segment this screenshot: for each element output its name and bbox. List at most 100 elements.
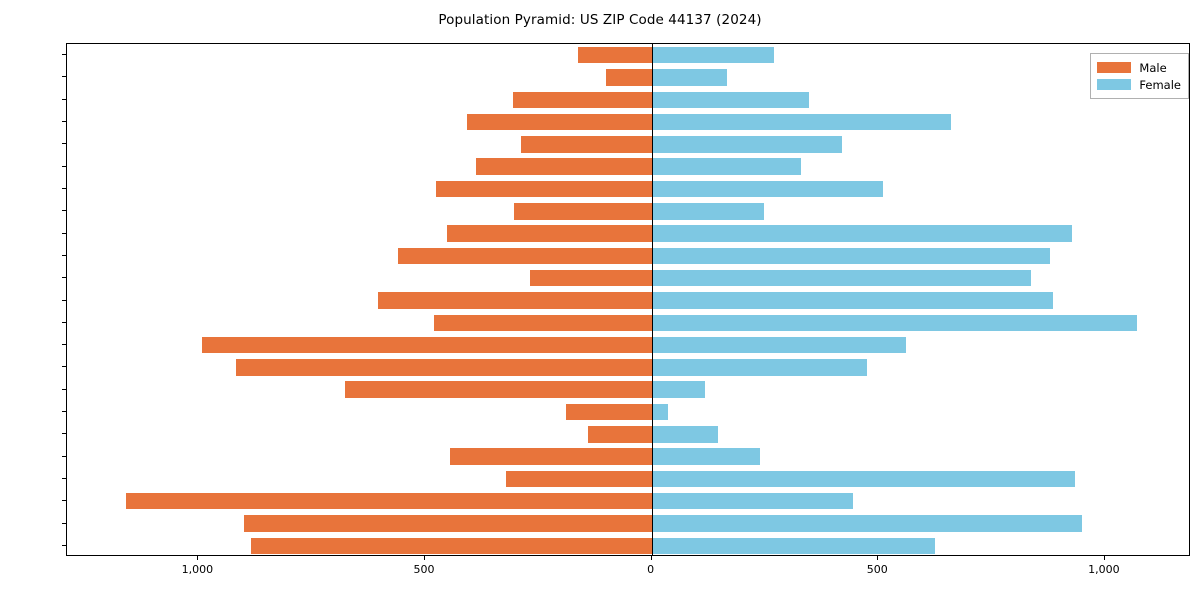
x-axis-tick-mark [197,556,199,560]
y-axis-tick-mark [62,210,66,212]
bar-row [67,225,1189,242]
x-axis-tick-label: 0 [647,563,655,576]
legend-label: Male [1139,60,1167,75]
y-axis-tick-mark [62,500,66,502]
y-axis-tick-mark [62,344,66,346]
y-axis-tick-mark [62,411,66,413]
bar-male [436,180,652,198]
bar-row [67,247,1189,265]
y-axis-tick-mark [62,277,66,279]
bar-female [651,336,907,354]
bar-female [651,247,1050,265]
bar-female [651,537,936,555]
x-axis-tick-mark [1103,556,1105,560]
bar-row [67,426,1189,443]
bar-row [67,180,1189,198]
bar-male [476,158,652,175]
bar-row [67,403,1189,421]
y-axis-tick-mark [62,477,66,479]
zero-axis-line [651,44,653,555]
plot-inner [67,44,1189,555]
legend-label: Female [1139,77,1181,92]
bar-female [651,381,706,398]
bar-male [345,381,652,398]
bar-female [651,180,883,198]
x-axis-tick-label: 1,000 [1088,563,1120,576]
y-axis-tick-mark [62,321,66,323]
y-axis-tick-mark [62,232,66,234]
bar-row [67,492,1189,510]
bar-row [67,381,1189,398]
bar-male [243,515,652,532]
y-axis-tick-mark [62,455,66,457]
bar-male [450,448,652,465]
bar-female [651,515,1083,532]
bar-female [651,448,760,465]
bar-row [67,314,1189,332]
y-axis-tick-mark [62,76,66,78]
bar-male [529,269,652,287]
bar-male [588,426,652,443]
bar-row [67,537,1189,555]
x-axis-tick-label: 1,000 [181,563,214,576]
y-axis-tick-mark [62,143,66,145]
bar-male [447,225,652,242]
y-axis-tick-mark [62,366,66,368]
bar-male [377,292,652,309]
bar-male [578,46,652,64]
legend-item[interactable]: Male [1097,59,1181,76]
bar-male [201,336,652,354]
bar-row [67,292,1189,309]
y-axis-tick-mark [62,522,66,524]
bar-female [651,203,764,220]
bar-male [467,113,652,131]
bar-row [67,359,1189,376]
y-axis-tick-mark [62,254,66,256]
bar-female [651,292,1054,309]
bar-row [67,136,1189,153]
plot-area [66,43,1190,556]
y-axis-tick-mark [62,544,66,546]
y-axis-tick-mark [62,433,66,435]
bar-female [651,492,853,510]
bar-female [651,426,719,443]
bar-female [651,314,1137,332]
legend-swatch [1097,62,1132,73]
bar-female [651,269,1032,287]
bar-male [125,492,652,510]
y-axis-tick-mark [62,165,66,167]
bar-row [67,203,1189,220]
bar-female [651,158,802,175]
bar-female [651,403,669,421]
bar-male [606,69,652,86]
x-axis-tick-label: 500 [413,563,435,576]
bar-male [397,247,652,265]
bar-female [651,470,1076,488]
bar-row [67,46,1189,64]
bar-row [67,470,1189,488]
legend-swatch [1097,79,1132,90]
bar-male [565,403,652,421]
bar-female [651,136,842,153]
bar-row [67,269,1189,287]
x-axis-tick-label: 500 [866,563,888,576]
y-axis-tick-mark [62,54,66,56]
chart-legend: Male Female [1090,53,1189,99]
bar-row [67,336,1189,354]
bar-male [513,203,652,220]
bar-female [651,91,809,108]
y-axis-tick-mark [62,98,66,100]
bar-female [651,225,1073,242]
y-axis-tick-mark [62,121,66,123]
bar-female [651,69,727,86]
bar-male [513,91,652,108]
legend-item[interactable]: Female [1097,76,1181,93]
y-axis-tick-mark [62,187,66,189]
bar-female [651,113,952,131]
bar-female [651,46,774,64]
bar-row [67,158,1189,175]
bar-row [67,69,1189,86]
bar-row [67,113,1189,131]
y-axis-tick-mark [62,388,66,390]
